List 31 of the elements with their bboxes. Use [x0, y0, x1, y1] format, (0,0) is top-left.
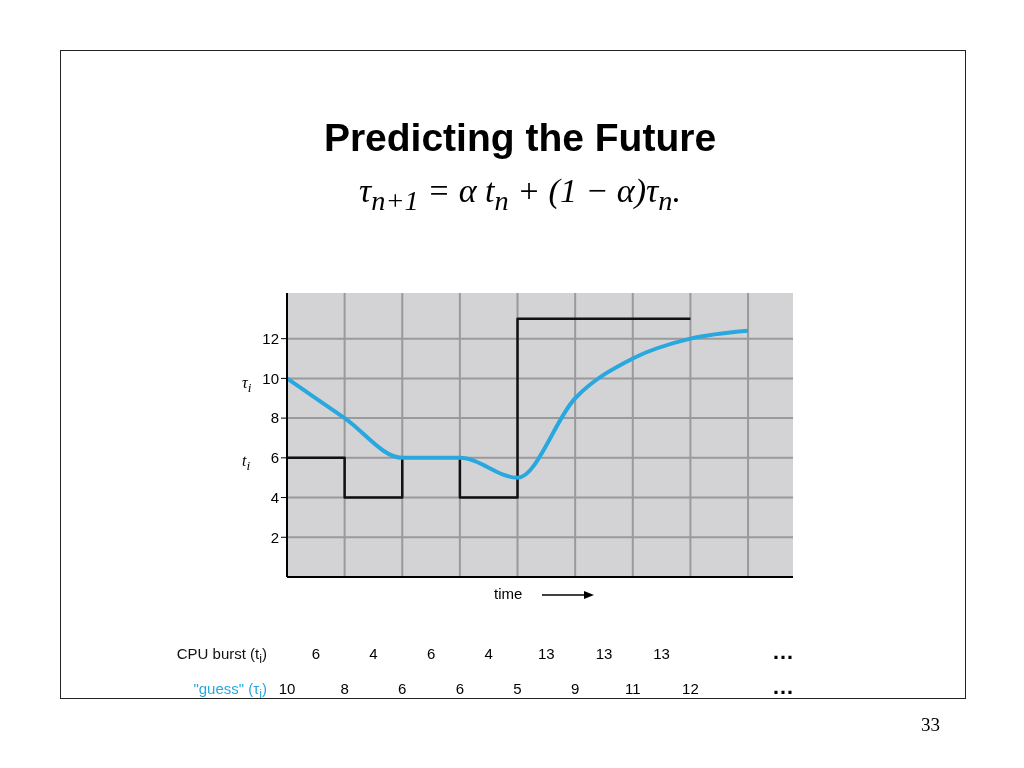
data-label: 4 [368, 645, 379, 662]
text: 33 [921, 714, 940, 736]
data-label: 13 [594, 645, 614, 662]
data-label: 13 [652, 645, 671, 662]
chart-subtitle: τ$_{n+1}$ = α t$_{n}$ + (1 − α)τ$_{n}$. [358, 172, 682, 217]
data-label: 6 [397, 680, 408, 697]
y-tick-label: 8 [270, 409, 279, 427]
data-label: 6 [425, 645, 437, 662]
x-axis-title: time [494, 585, 523, 602]
y-tick-label: 10 [262, 369, 279, 387]
data-label: 11 [624, 680, 642, 697]
data-label: 5 [512, 680, 523, 697]
data-label: 6 [454, 680, 466, 697]
y-tick-label: 12 [262, 330, 279, 347]
text: "guess" (τ$_{i}$) [192, 680, 267, 701]
y-tick-label: 6 [270, 449, 279, 467]
data-label: 12 [681, 680, 700, 697]
y-tick-label: 2 [270, 528, 279, 546]
text: … [772, 639, 794, 665]
y-tick-label: 4 [270, 488, 279, 506]
chart-title: Predicting the Future [322, 116, 718, 160]
text: t$_{i}$ [242, 452, 251, 475]
text: τ$_{i}$ [242, 374, 252, 397]
data-label: 4 [483, 645, 494, 662]
data-label: 13 [537, 645, 556, 662]
text: … [772, 674, 794, 700]
line-series [287, 328, 751, 480]
data-label: 6 [310, 645, 321, 662]
data-label: 8 [339, 680, 350, 697]
data-label: 9 [569, 680, 581, 697]
text: CPU burst (t$_{i}$) [175, 645, 267, 666]
